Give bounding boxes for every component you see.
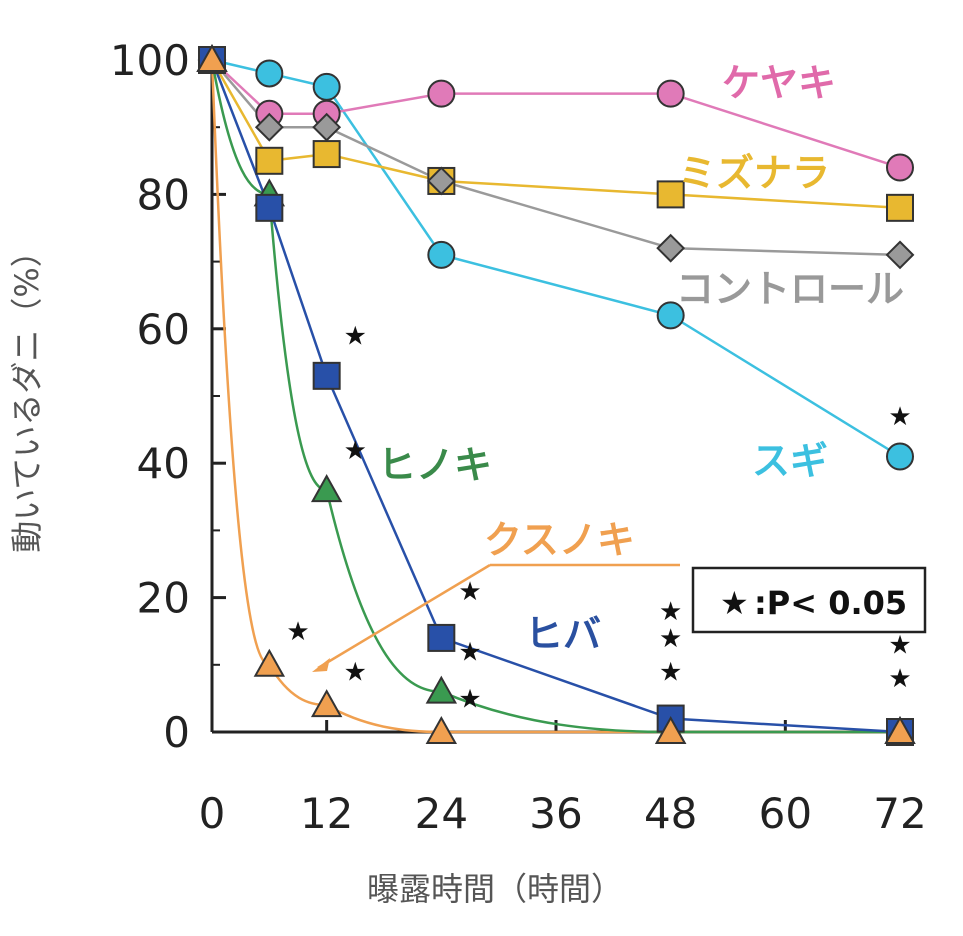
x-tick-label-24: 24 xyxy=(415,789,468,838)
point-s1-4 xyxy=(656,180,685,209)
series-label-3: スギ xyxy=(752,439,828,483)
point-s6-0 xyxy=(196,43,228,72)
point-s2-3 xyxy=(426,166,456,196)
significance-star-3: ★ xyxy=(344,436,367,466)
x-tick-label-72: 72 xyxy=(873,789,926,838)
significance-star-1: ★ xyxy=(344,658,367,688)
point-s6-5 xyxy=(884,715,916,744)
point-s0-3 xyxy=(427,79,456,108)
point-s1-2 xyxy=(312,140,341,169)
series-label-2: コントロール xyxy=(676,267,904,311)
point-s3-5 xyxy=(886,442,914,471)
significance-star-0: ★ xyxy=(286,617,309,647)
x-tick-label-36: 36 xyxy=(529,789,582,838)
point-s3-4 xyxy=(656,301,685,330)
point-s6-4 xyxy=(654,715,687,744)
series-label-0: ケヤキ xyxy=(722,61,836,105)
series-label-5: ヒバ xyxy=(525,612,601,656)
point-s6-2 xyxy=(310,689,343,718)
point-s6-1 xyxy=(253,648,286,677)
series-line-5 xyxy=(210,59,901,734)
significance-star-8: ★ xyxy=(659,624,682,654)
series-label-4: ヒノキ xyxy=(378,443,492,487)
y-tick-label-20: 20 xyxy=(137,574,190,623)
y-tick-label-40: 40 xyxy=(137,439,190,488)
x-tick-label-60: 60 xyxy=(759,789,812,838)
point-s3-3 xyxy=(427,240,456,269)
x-tick-label-0: 0 xyxy=(199,789,226,838)
significance-star-4: ★ xyxy=(458,577,481,607)
point-s3-1 xyxy=(255,59,284,88)
tick-labels: 0 20 40 60 80 100 0 12 24 36 48 60 72 xyxy=(110,36,927,838)
point-s5-3 xyxy=(427,623,456,652)
point-s4-2 xyxy=(310,474,343,503)
series-label-1: ミズナラ xyxy=(678,151,830,195)
y-tick-label-0: 0 xyxy=(163,708,190,757)
point-s2-1 xyxy=(254,112,284,142)
y-tick-label-100: 100 xyxy=(110,36,190,85)
significance-star-11: ★ xyxy=(888,631,911,661)
y-tick-label-80: 80 xyxy=(137,170,190,219)
series-markers xyxy=(196,43,916,746)
significance-star-12: ★ xyxy=(888,664,911,694)
point-s2-2 xyxy=(312,112,342,142)
point-s4-3 xyxy=(425,675,458,704)
legend-text: :P< 0.05 xyxy=(754,584,907,622)
legend: ★ :P< 0.05 xyxy=(691,566,927,634)
x-axis-label: 曝露時間（時間） xyxy=(367,870,623,908)
significance-star-9: ★ xyxy=(659,658,682,688)
significance-star-5: ★ xyxy=(458,637,481,667)
point-s5-1 xyxy=(255,193,284,222)
significance-stars: ★★★★★★★★★★★★★ xyxy=(286,322,911,715)
point-s2-4 xyxy=(656,233,686,263)
kusunoki-arrow xyxy=(312,563,680,672)
series-label-6: クスノキ xyxy=(484,518,635,562)
point-s1-5 xyxy=(886,193,914,222)
y-tick-label-60: 60 xyxy=(137,305,190,354)
legend-star-symbol: ★ xyxy=(720,584,749,622)
legend-box xyxy=(691,566,927,634)
significance-star-6: ★ xyxy=(458,684,481,714)
significance-star-10: ★ xyxy=(888,402,911,432)
point-s6-3 xyxy=(425,715,458,744)
y-axis-label: 動いているダニ（%） xyxy=(8,235,46,552)
point-s0-5 xyxy=(886,153,914,182)
point-s5-2 xyxy=(312,361,341,390)
significance-star-7: ★ xyxy=(659,597,682,627)
point-s0-4 xyxy=(656,79,685,108)
x-tick-label-48: 48 xyxy=(644,789,697,838)
significance-star-2: ★ xyxy=(344,322,367,352)
point-s3-2 xyxy=(312,72,341,101)
point-s1-1 xyxy=(255,146,284,175)
series-line-1 xyxy=(210,59,901,210)
x-tick-label-12: 12 xyxy=(300,789,353,838)
point-s2-5 xyxy=(885,240,915,270)
